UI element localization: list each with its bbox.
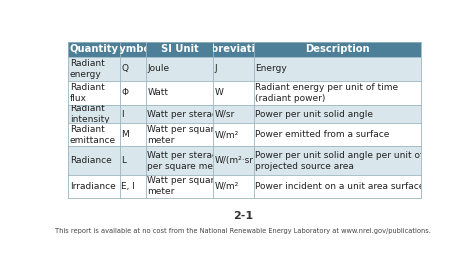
Text: Power incident on a unit area surface: Power incident on a unit area surface [255, 182, 424, 191]
Bar [146, 105, 213, 123]
Bar [213, 105, 254, 123]
Text: Irradiance: Irradiance [70, 182, 116, 191]
Text: Radiant
intensity: Radiant intensity [70, 104, 109, 124]
Bar [68, 123, 119, 146]
Text: Watt per steradian
per square meter: Watt per steradian per square meter [147, 151, 232, 171]
Text: Radiance: Radiance [70, 156, 112, 165]
Bar [119, 146, 146, 175]
Text: 2-1: 2-1 [233, 211, 253, 221]
Text: Symbol: Symbol [112, 44, 154, 54]
Text: W/(m²·sr): W/(m²·sr) [215, 156, 257, 165]
Bar [254, 81, 421, 105]
Text: Radiant
flux: Radiant flux [70, 83, 105, 103]
Bar [146, 42, 213, 57]
Bar [119, 123, 146, 146]
Bar [119, 175, 146, 198]
Text: Joule: Joule [147, 65, 170, 73]
Bar [146, 81, 213, 105]
Bar [254, 42, 421, 57]
Text: Watt: Watt [147, 88, 168, 97]
Bar [146, 175, 213, 198]
Bar [68, 42, 119, 57]
Text: Quantity: Quantity [70, 44, 118, 54]
Text: W/m²: W/m² [215, 182, 239, 191]
Text: SI Unit: SI Unit [161, 44, 199, 54]
Text: Radiant energy per unit of time
(radiant power): Radiant energy per unit of time (radiant… [255, 83, 398, 103]
Bar [68, 175, 119, 198]
Text: Watt per square
meter: Watt per square meter [147, 176, 220, 196]
Text: W/m²: W/m² [215, 130, 239, 139]
Bar [68, 81, 119, 105]
Text: Power emitted from a surface: Power emitted from a surface [255, 130, 390, 139]
Text: Energy: Energy [255, 65, 287, 73]
Bar [213, 123, 254, 146]
Bar [68, 146, 119, 175]
Bar [254, 146, 421, 175]
Text: Power per unit solid angle: Power per unit solid angle [255, 109, 373, 119]
Bar [213, 81, 254, 105]
Text: W/sr: W/sr [215, 109, 235, 119]
Text: Watt per square
meter: Watt per square meter [147, 125, 220, 145]
Text: Radiant
emittance: Radiant emittance [70, 125, 116, 145]
Bar [213, 42, 254, 57]
Bar [119, 57, 146, 81]
Text: L: L [121, 156, 126, 165]
Bar [254, 175, 421, 198]
Text: Power per unit solid angle per unit of
projected source area: Power per unit solid angle per unit of p… [255, 151, 423, 171]
Bar [146, 146, 213, 175]
Text: I: I [121, 109, 124, 119]
Bar [254, 57, 421, 81]
Text: M: M [121, 130, 129, 139]
Bar [146, 123, 213, 146]
Text: E, I: E, I [121, 182, 135, 191]
Bar [119, 81, 146, 105]
Bar [146, 57, 213, 81]
Text: This report is available at no cost from the National Renewable Energy Laborator: This report is available at no cost from… [55, 228, 431, 234]
Text: W: W [215, 88, 223, 97]
Text: J: J [215, 65, 217, 73]
Bar [68, 57, 119, 81]
Bar [119, 42, 146, 57]
Text: Q: Q [121, 65, 128, 73]
Bar [254, 105, 421, 123]
Bar [213, 146, 254, 175]
Text: Radiant
energy: Radiant energy [70, 59, 105, 79]
Text: Φ: Φ [121, 88, 128, 97]
Bar [119, 105, 146, 123]
Text: Description: Description [305, 44, 370, 54]
Bar [213, 175, 254, 198]
Bar [213, 57, 254, 81]
Text: Abbreviation: Abbreviation [197, 44, 270, 54]
Text: Watt per steradian: Watt per steradian [147, 109, 232, 119]
Bar [68, 105, 119, 123]
Bar [254, 123, 421, 146]
